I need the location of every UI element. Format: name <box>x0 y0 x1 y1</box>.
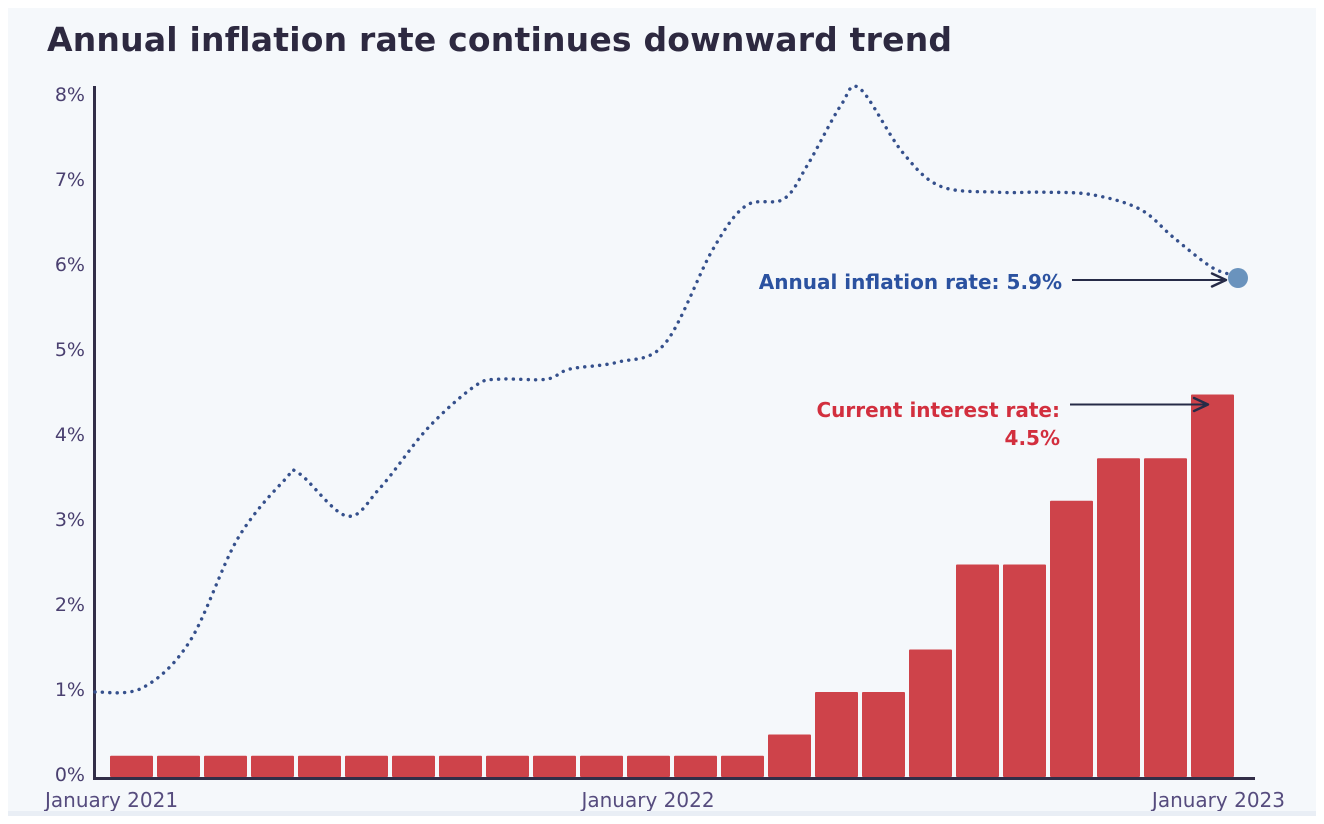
interest-rate-bar <box>580 755 623 777</box>
interest-rate-bar <box>1003 564 1046 777</box>
interest-rate-bar <box>1191 394 1234 777</box>
interest-rate-bar <box>486 755 529 777</box>
inflation-annotation: Annual inflation rate: 5.9% <box>758 270 1062 294</box>
interest-annotation-line1: Current interest rate: <box>816 398 1060 422</box>
y-tick-label: 4% <box>54 424 85 446</box>
interest-rate-bar <box>815 692 858 777</box>
interest-rate-bar <box>768 734 811 777</box>
interest-rate-bar <box>345 755 388 777</box>
interest-rate-bar <box>721 755 764 777</box>
interest-rate-bar <box>1097 458 1140 777</box>
interest-rate-bar <box>110 755 153 777</box>
y-axis-line <box>93 86 96 780</box>
x-tick-label: January 2022 <box>581 788 715 812</box>
y-tick-label: 0% <box>54 764 85 786</box>
x-tick-label: January 2023 <box>1151 788 1285 812</box>
y-tick-label: 8% <box>54 84 85 106</box>
bottom-divider <box>8 811 1316 816</box>
x-axis-line <box>93 777 1255 780</box>
interest-rate-bar <box>862 692 905 777</box>
interest-rate-bar <box>157 755 200 777</box>
interest-rate-bar <box>1050 500 1093 777</box>
interest-rate-bar <box>533 755 576 777</box>
interest-rate-bar <box>392 755 435 777</box>
inflation-end-dot <box>1228 268 1248 288</box>
chart-title: Annual inflation rate continues downward… <box>47 20 953 59</box>
interest-annotation: Current interest rate: 4.5% <box>816 396 1060 452</box>
y-tick-label: 5% <box>54 339 85 361</box>
interest-rate-bar <box>298 755 341 777</box>
interest-rate-bar <box>1144 458 1187 777</box>
y-tick-label: 7% <box>54 169 85 191</box>
interest-rate-bar <box>251 755 294 777</box>
y-tick-label: 1% <box>54 679 85 701</box>
y-tick-label: 2% <box>54 594 85 616</box>
interest-rate-bar <box>909 649 952 777</box>
interest-rate-bar <box>674 755 717 777</box>
interest-rate-bar <box>627 755 670 777</box>
interest-annotation-arrow-head <box>1192 396 1210 413</box>
plot-area: 0% 1% 2% 3% 4% 5% 6% 7% 8% January 2021 January 2… <box>8 8 1316 816</box>
interest-rate-bar <box>956 564 999 777</box>
interest-rate-bar <box>439 755 482 777</box>
y-tick-label: 6% <box>54 254 85 276</box>
x-tick-label: January 2021 <box>45 788 179 812</box>
interest-rate-bar <box>204 755 247 777</box>
y-tick-label: 3% <box>54 509 85 531</box>
inflation-annotation-arrow-head <box>1210 272 1228 288</box>
inflation-dotted-line <box>93 84 1237 695</box>
interest-annotation-line2: 4.5% <box>1004 426 1060 450</box>
